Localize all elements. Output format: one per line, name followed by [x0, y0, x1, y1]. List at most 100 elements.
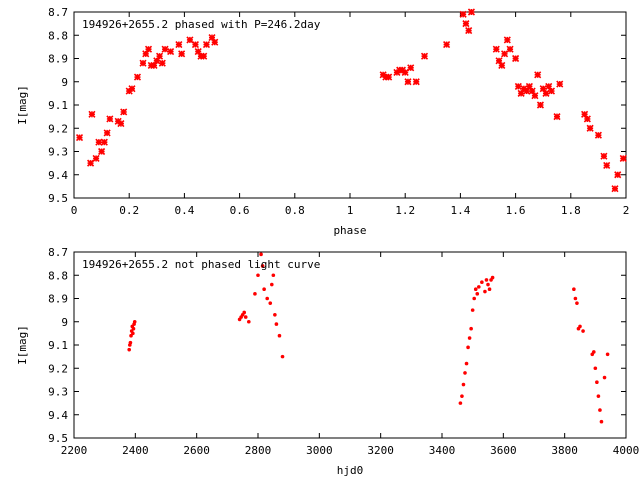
data-point — [131, 331, 135, 336]
data-point — [614, 171, 622, 179]
y-tick-label: 9 — [61, 316, 68, 329]
data-point — [592, 350, 596, 354]
data-point — [598, 408, 602, 412]
x-tick-label: 2400 — [122, 444, 149, 457]
data-point — [583, 115, 591, 123]
data-point — [477, 285, 481, 289]
data-point — [270, 282, 274, 287]
y-tick-label: 8.7 — [48, 6, 68, 19]
data-point — [531, 92, 539, 100]
y-tick-label: 8.9 — [48, 293, 68, 306]
data-point — [128, 340, 133, 345]
y-tick-label: 9.5 — [48, 432, 68, 445]
data-point — [158, 59, 166, 67]
data-point — [167, 47, 175, 56]
data-point — [273, 312, 277, 317]
y-tick-label: 9.1 — [48, 99, 68, 112]
data-point — [500, 50, 509, 58]
y-tick-label: 9.2 — [48, 122, 68, 135]
data-point — [98, 147, 106, 156]
data-point — [480, 280, 484, 285]
x-tick-label: 1.6 — [506, 204, 526, 217]
y-tick-label: 9.1 — [48, 339, 68, 352]
x-tick-label: 2 — [623, 204, 630, 217]
y-tick-label: 8.9 — [48, 53, 68, 66]
data-point — [542, 89, 550, 97]
data-point — [605, 352, 610, 357]
x-tick-label: 2200 — [61, 444, 88, 457]
data-point — [262, 287, 266, 292]
x-tick-label: 3400 — [429, 444, 456, 457]
data-point — [547, 87, 556, 95]
data-point — [514, 82, 522, 90]
data-point — [274, 322, 279, 326]
data-point — [581, 329, 585, 333]
data-point — [443, 40, 451, 49]
x-tick-label: 1 — [347, 204, 354, 217]
data-point — [553, 113, 561, 121]
data-point — [596, 394, 601, 398]
x-tick-label: 2800 — [245, 444, 272, 457]
data-point — [265, 296, 270, 301]
data-point — [492, 45, 500, 53]
data-point — [603, 161, 611, 170]
data-point — [256, 273, 260, 278]
x-tick-label: 3200 — [367, 444, 394, 457]
x-tick-label: 0.6 — [230, 204, 250, 217]
data-points — [127, 252, 610, 424]
data-point — [95, 138, 103, 146]
data-point — [92, 154, 100, 163]
x-tick-label: 1.4 — [450, 204, 470, 217]
data-point — [572, 287, 576, 292]
y-tick-label: 9.3 — [48, 146, 68, 159]
x-tick-label: 2600 — [183, 444, 210, 457]
y-tick-label: 9.5 — [48, 192, 68, 205]
data-point — [487, 287, 492, 292]
y-tick-label: 8.7 — [48, 246, 68, 259]
x-axis-label: phase — [333, 224, 366, 237]
x-tick-label: 1.8 — [561, 204, 581, 217]
x-tick-label: 0.4 — [174, 204, 194, 217]
data-point — [144, 45, 153, 53]
data-point — [106, 115, 114, 123]
data-point — [593, 366, 598, 371]
y-tick-label: 9.2 — [48, 362, 68, 375]
data-point — [86, 159, 95, 167]
data-point — [260, 264, 265, 268]
phased-chart: 0 0.2 0.4 0.6 0.8 1 1.2 1.4 1.6 1.8 2 8.7 8.8 8.9 9 9.1… — [16, 6, 629, 237]
unphased-chart: 2200 2400 2600 2800 3000 3200 3400 3600 3800 4000… — [16, 246, 639, 477]
y-tick-label: 9 — [61, 76, 68, 89]
data-point — [277, 333, 282, 338]
data-point — [461, 382, 466, 387]
data-point — [128, 85, 136, 93]
data-point — [469, 326, 473, 331]
x-tick-label: 3600 — [490, 444, 517, 457]
data-point — [465, 27, 473, 35]
data-point — [470, 308, 475, 312]
data-point — [247, 319, 251, 324]
data-point — [259, 252, 263, 257]
data-point — [117, 120, 125, 128]
data-point — [268, 301, 273, 305]
data-point — [578, 324, 582, 329]
data-point — [575, 301, 579, 305]
data-point — [407, 64, 415, 72]
axis-ticks: 0 0.2 0.4 0.6 0.8 1 1.2 1.4 1.6 1.8 2 8.7 8.8 8.9 9 9.1… — [48, 6, 629, 217]
data-point — [599, 419, 604, 424]
data-point — [133, 73, 142, 81]
data-point — [602, 375, 607, 380]
data-point — [127, 347, 131, 352]
data-point — [211, 38, 219, 46]
y-axis-label: I[mag] — [16, 85, 29, 125]
data-point — [253, 292, 257, 296]
data-point — [401, 68, 409, 77]
data-point — [103, 129, 111, 137]
data-point — [556, 80, 564, 88]
data-point — [280, 354, 285, 359]
data-point — [490, 275, 495, 280]
y-axis-label: I[mag] — [16, 325, 29, 365]
data-point — [503, 36, 511, 44]
data-point — [473, 287, 478, 292]
